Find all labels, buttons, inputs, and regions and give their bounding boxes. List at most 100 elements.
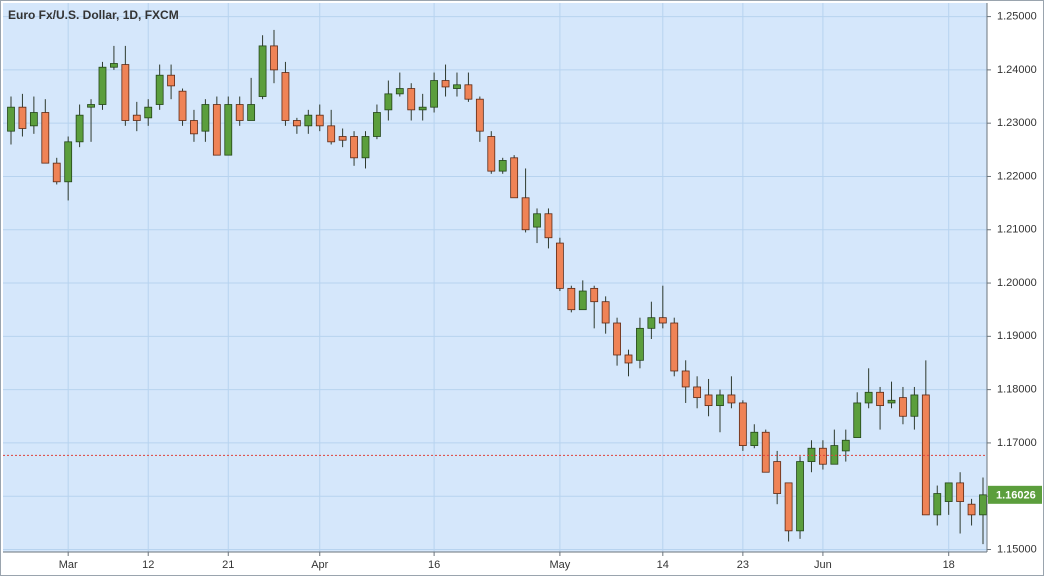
candle-body-down xyxy=(544,213,553,239)
candle-body-up xyxy=(144,106,153,119)
last-price-label: 1.16026 xyxy=(996,490,1036,502)
candle-body-down xyxy=(658,317,667,324)
candle-body-up xyxy=(224,104,233,156)
candle-body-up xyxy=(841,439,850,452)
candle-body-down xyxy=(235,104,244,121)
candle-body-up xyxy=(7,106,15,132)
candle-body-up xyxy=(716,394,724,407)
x-tick-label: 23 xyxy=(737,559,749,571)
candles xyxy=(7,29,987,545)
candle-body-down xyxy=(292,120,301,127)
candle-body-down xyxy=(624,354,633,364)
candle-body-down xyxy=(761,431,770,473)
candle-body-up xyxy=(75,114,84,143)
candle-body-up xyxy=(750,431,759,446)
candle-body-up xyxy=(258,45,267,97)
candle-body-down xyxy=(178,90,187,121)
chart-title: Euro Fx/U.S. Dollar, 1D, FXCM xyxy=(8,8,179,22)
candle-body-down xyxy=(510,157,519,199)
candle-body-down xyxy=(876,391,884,407)
candle-body-down xyxy=(41,112,50,164)
y-tick-label: 1.20000 xyxy=(997,277,1037,289)
candle-body-up xyxy=(578,290,587,311)
candle-body-up xyxy=(384,93,393,111)
candle-body-down xyxy=(212,104,221,156)
y-tick-label: 1.17000 xyxy=(997,437,1037,449)
candle-body-up xyxy=(87,104,95,108)
candle-body-down xyxy=(727,394,736,404)
candle-body-down xyxy=(899,397,907,417)
candle-body-down xyxy=(613,322,621,356)
x-tick-label: 18 xyxy=(943,559,955,571)
candle-body-up xyxy=(361,136,370,159)
candle-body-down xyxy=(121,64,130,121)
candle-body-up xyxy=(910,394,919,417)
candle-body-up xyxy=(853,402,862,438)
candle-body-up xyxy=(64,141,73,183)
grid xyxy=(3,3,987,552)
candle-body-down xyxy=(327,125,336,143)
candle-body-down xyxy=(693,386,702,399)
candle-body-down xyxy=(315,114,324,127)
candle-body-down xyxy=(270,45,278,71)
candle-body-up xyxy=(647,317,656,329)
x-tick-label: Mar xyxy=(59,559,78,571)
x-tick-label: 16 xyxy=(428,559,440,571)
candle-body-down xyxy=(681,370,690,388)
x-tick-label: May xyxy=(550,559,571,571)
candle-body-up xyxy=(430,80,439,108)
candle-body-up xyxy=(830,445,839,465)
candle-body-down xyxy=(921,394,930,516)
candle-body-down xyxy=(704,394,713,407)
last-price-box xyxy=(988,485,1042,504)
candle-body-down xyxy=(967,503,976,516)
candle-body-down xyxy=(819,447,827,465)
x-tick-label: Apr xyxy=(311,559,328,571)
candle-body-down xyxy=(555,242,564,289)
candle-body-down xyxy=(487,136,496,172)
candle-body-up xyxy=(453,84,461,89)
candle-body-up xyxy=(98,66,107,105)
candle-body-down xyxy=(441,80,450,88)
candle-body-down xyxy=(407,88,416,111)
x-tick-label: 12 xyxy=(142,559,154,571)
candle-body-down xyxy=(521,197,530,231)
candle-body-up xyxy=(247,104,256,121)
y-tick-label: 1.18000 xyxy=(997,384,1037,396)
x-tick-label: Jun xyxy=(814,559,832,571)
y-tick-label: 1.22000 xyxy=(997,170,1037,182)
plot-area xyxy=(3,3,987,552)
x-tick-label: 21 xyxy=(222,559,234,571)
y-tick-label: 1.25000 xyxy=(997,10,1037,22)
candle-body-down xyxy=(52,162,61,183)
candle-body-down xyxy=(132,114,141,121)
candle-body-up xyxy=(418,106,427,111)
y-tick-label: 1.19000 xyxy=(997,330,1037,342)
candle-body-up xyxy=(807,447,816,462)
candle-body-up xyxy=(304,114,313,127)
candle-body-up xyxy=(395,88,404,95)
x-tick-label: 14 xyxy=(657,559,669,571)
candle-body-up xyxy=(864,391,873,404)
candle-body-up xyxy=(29,112,38,127)
candle-body-down xyxy=(18,106,27,129)
candle-body-down xyxy=(601,301,610,324)
candle-body-down xyxy=(773,461,782,494)
y-tick-label: 1.24000 xyxy=(997,64,1037,76)
candle-body-down xyxy=(464,84,473,100)
candle-body-up xyxy=(887,399,896,404)
candle-body-down xyxy=(281,72,290,121)
candle-body-up xyxy=(498,160,507,172)
candle-body-down xyxy=(338,136,347,141)
candle-body-up xyxy=(533,213,541,228)
candle-body-up xyxy=(110,63,118,68)
candle-body-up xyxy=(979,494,987,516)
candle-body-up xyxy=(201,104,210,132)
candle-body-up xyxy=(796,461,804,532)
candle-body-down xyxy=(784,482,793,532)
candle-body-up xyxy=(155,74,164,105)
y-tick-label: 1.15000 xyxy=(997,543,1037,555)
candle-body-down xyxy=(350,136,358,159)
candle-body-down xyxy=(167,74,175,87)
